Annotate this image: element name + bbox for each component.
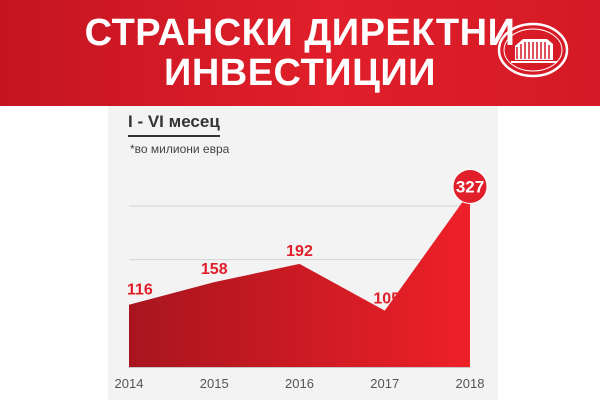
data-label: 158 [201,261,228,278]
x-tick-label: 2017 [370,376,399,391]
highlight-marker [452,168,488,204]
title-line-1: СТРАНСКИ ДИРЕКТНИ [84,12,516,54]
data-label: 105 [373,291,400,308]
unit-note: *во милиони евра [130,142,230,156]
series-area [129,191,470,367]
x-tick-label: 2016 [285,376,314,391]
bank-building-logo-icon [497,22,569,78]
header-banner: СТРАНСКИ ДИРЕКТНИ ИНВЕСТИЦИИ [0,0,600,106]
title-line-2: ИНВЕСТИЦИИ [164,52,436,94]
x-tick-label: 2018 [456,376,485,391]
period-label: I - VI месец [128,112,220,137]
data-label: 192 [286,243,313,260]
x-tick-label: 2014 [115,376,144,391]
x-tick-label: 2015 [200,376,229,391]
data-label: 116 [127,282,153,299]
data-label: 327 [456,177,484,196]
